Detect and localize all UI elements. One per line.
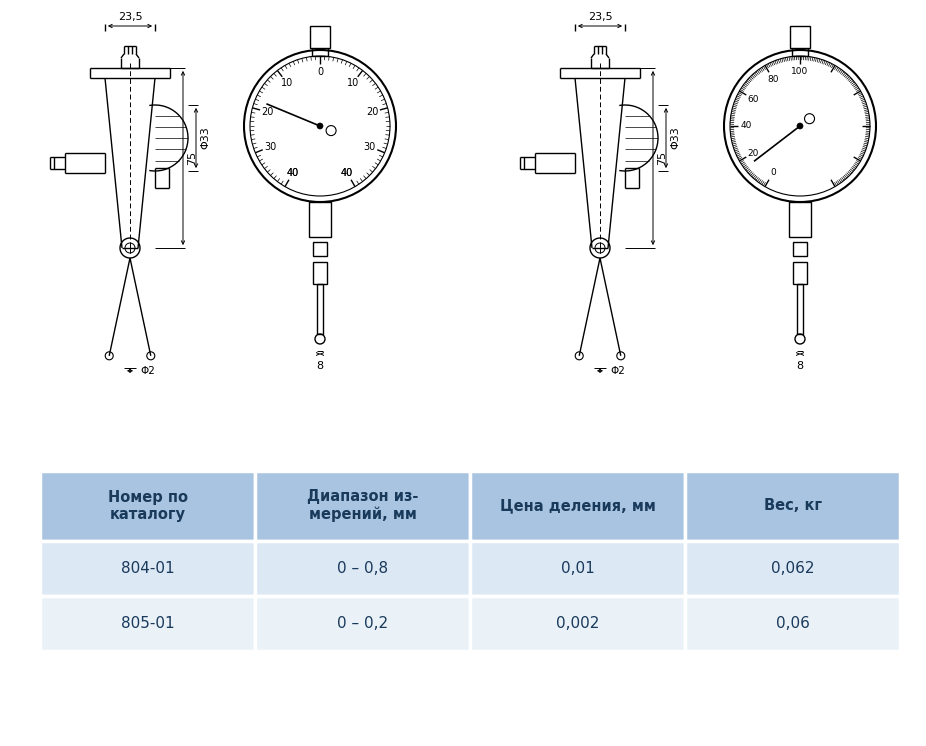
Circle shape bbox=[730, 56, 870, 196]
Circle shape bbox=[317, 123, 323, 129]
Bar bbox=[685, 541, 900, 596]
Text: 23,5: 23,5 bbox=[118, 12, 143, 22]
Bar bbox=[790, 26, 810, 48]
Text: 30: 30 bbox=[264, 142, 276, 151]
Circle shape bbox=[797, 123, 803, 129]
Bar bbox=[789, 202, 811, 237]
Text: 0,002: 0,002 bbox=[556, 616, 599, 631]
Text: Диапазон из-
мерений, мм: Диапазон из- мерений, мм bbox=[307, 489, 419, 522]
Text: 40: 40 bbox=[287, 168, 299, 178]
Text: 20: 20 bbox=[262, 107, 274, 117]
Text: 20: 20 bbox=[747, 148, 759, 157]
Bar bbox=[793, 242, 807, 256]
Text: Φ33: Φ33 bbox=[670, 127, 680, 149]
Text: 20: 20 bbox=[366, 107, 379, 117]
Text: 40: 40 bbox=[287, 168, 299, 178]
Bar bbox=[470, 471, 685, 541]
Text: Φ2: Φ2 bbox=[140, 366, 155, 376]
Circle shape bbox=[244, 50, 396, 202]
Text: 30: 30 bbox=[364, 142, 376, 151]
Text: 8: 8 bbox=[796, 361, 804, 371]
Bar bbox=[685, 471, 900, 541]
Text: 0,062: 0,062 bbox=[770, 561, 814, 576]
Text: 80: 80 bbox=[768, 75, 779, 84]
Text: 0 – 0,8: 0 – 0,8 bbox=[337, 561, 388, 576]
Text: 75: 75 bbox=[187, 151, 197, 165]
Text: 40: 40 bbox=[341, 168, 353, 178]
Text: 40: 40 bbox=[341, 168, 353, 178]
Bar bbox=[793, 262, 807, 284]
Bar bbox=[40, 596, 255, 651]
Text: Φ2: Φ2 bbox=[610, 366, 625, 376]
Circle shape bbox=[250, 56, 390, 196]
Text: 100: 100 bbox=[792, 67, 808, 77]
Text: 0: 0 bbox=[317, 67, 323, 77]
Bar bbox=[310, 26, 330, 48]
Text: 40: 40 bbox=[740, 122, 752, 131]
Bar bbox=[313, 262, 327, 284]
Text: 8: 8 bbox=[317, 361, 323, 371]
Text: 75: 75 bbox=[657, 151, 667, 165]
Text: Вес, кг: Вес, кг bbox=[764, 498, 821, 513]
Circle shape bbox=[724, 50, 876, 202]
Bar bbox=[313, 242, 327, 256]
Bar bbox=[470, 541, 685, 596]
Text: 0: 0 bbox=[770, 169, 776, 178]
Bar bbox=[255, 596, 470, 651]
Text: Цена деления, мм: Цена деления, мм bbox=[499, 498, 656, 513]
Text: 0,06: 0,06 bbox=[776, 616, 809, 631]
Text: 60: 60 bbox=[747, 95, 759, 104]
Bar bbox=[797, 284, 803, 334]
Bar bbox=[685, 596, 900, 651]
Text: Φ33: Φ33 bbox=[200, 127, 210, 149]
Bar bbox=[40, 471, 255, 541]
Bar bbox=[317, 284, 323, 334]
Bar bbox=[309, 202, 331, 237]
Bar bbox=[255, 471, 470, 541]
Bar bbox=[255, 541, 470, 596]
Text: 0 – 0,2: 0 – 0,2 bbox=[337, 616, 388, 631]
Text: 10: 10 bbox=[281, 78, 294, 88]
Text: 804-01: 804-01 bbox=[120, 561, 174, 576]
Bar bbox=[40, 541, 255, 596]
Text: 10: 10 bbox=[346, 78, 359, 88]
Text: 0,01: 0,01 bbox=[560, 561, 594, 576]
Text: Номер по
каталогу: Номер по каталогу bbox=[107, 490, 187, 522]
Bar bbox=[470, 596, 685, 651]
Text: 23,5: 23,5 bbox=[588, 12, 612, 22]
Text: 805-01: 805-01 bbox=[120, 616, 174, 631]
